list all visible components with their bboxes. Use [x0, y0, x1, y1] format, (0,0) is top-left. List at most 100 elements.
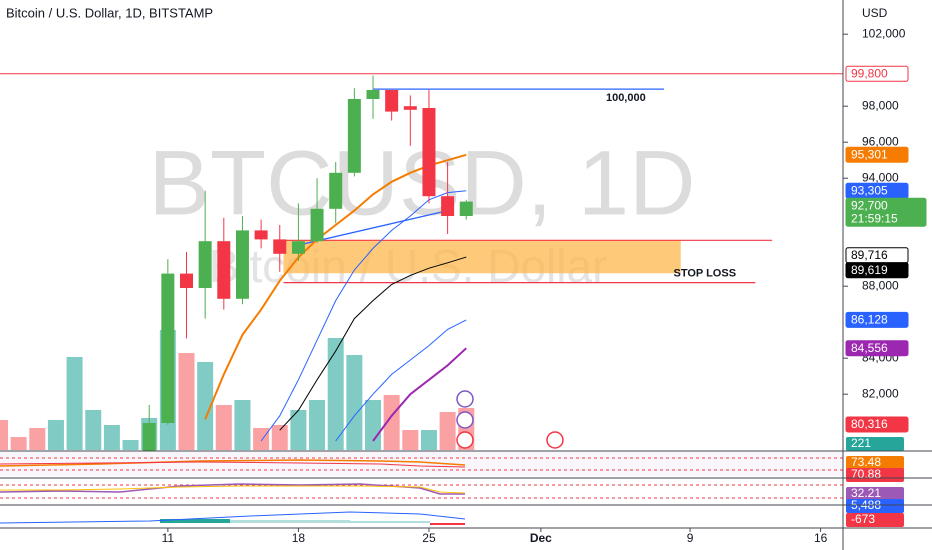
volume-bar: [66, 357, 83, 450]
candle-body: [422, 108, 436, 197]
x-tick-label: 25: [422, 531, 436, 545]
volume-bar: [439, 412, 456, 450]
indicator-badge-label: 221: [851, 436, 871, 450]
volume-bar: [10, 437, 27, 450]
volume-bar: [346, 355, 363, 450]
price-badge: [845, 311, 909, 328]
volume-bar: [309, 400, 326, 450]
candle-body: [198, 241, 212, 288]
volume-bar: [402, 430, 419, 450]
candle-body: [235, 230, 249, 299]
price-badge-label: 89,619: [851, 263, 888, 277]
histogram: [230, 520, 350, 523]
indicator-line: [0, 461, 466, 468]
indicator-badge-label: -673: [851, 512, 875, 526]
icon[interactable]: [456, 431, 474, 449]
price-badge: [845, 340, 909, 357]
volume-bar: [103, 425, 120, 450]
volume-bar: [0, 420, 8, 450]
indicator-badge: [846, 487, 904, 501]
indicator-badge-label: 70.88: [851, 467, 881, 481]
price-badge-label: 84,556: [851, 341, 888, 355]
candle-body: [142, 423, 156, 451]
volume-bar: [122, 440, 139, 450]
y-tick-label: 88,000: [862, 278, 899, 292]
candle-body: [366, 90, 380, 99]
indicator-badge-label: 73.48: [851, 455, 881, 469]
indicator-badge: [846, 513, 904, 527]
target-label: 100,000: [606, 92, 646, 104]
stop-loss-label: STOP LOSS: [673, 268, 736, 280]
candle-body: [273, 239, 287, 254]
icon[interactable]: [456, 411, 474, 429]
candle-body: [161, 273, 175, 423]
candle-body: [347, 99, 361, 173]
price-badge: [845, 197, 927, 227]
currency: USD: [862, 6, 888, 20]
price-badge-label: 89,716: [851, 248, 888, 262]
x-tick-label: 18: [292, 531, 306, 545]
candle-body: [217, 241, 231, 299]
indicator-badge: [846, 437, 904, 451]
indicator-line: [0, 483, 465, 495]
candle-body: [254, 230, 268, 240]
candle-body: [459, 201, 473, 216]
x-tick-label: Dec: [530, 531, 552, 545]
candle-body: [291, 241, 305, 254]
candle-body: [441, 196, 455, 216]
candle-body: [310, 208, 324, 242]
x-tick-label: 16: [814, 531, 828, 545]
price-badge: [845, 262, 909, 279]
volume-bar: [365, 400, 382, 450]
indicator-panes: [0, 450, 932, 529]
indicator-line: [260, 190, 467, 442]
candle-body: [403, 106, 417, 110]
price-badge-label: 80,316: [851, 417, 888, 431]
indicator-badge-label: 32.21: [851, 486, 881, 500]
histogram: [350, 521, 430, 523]
candle-body: [385, 90, 399, 112]
icon[interactable]: [456, 390, 474, 408]
chart-icons[interactable]: [456, 390, 564, 449]
volume-bar: [178, 353, 195, 450]
volume-bar: [215, 405, 232, 450]
price-badge-label: 92,700: [851, 198, 888, 212]
candle-body: [329, 172, 343, 209]
price-badge-label: 86,128: [851, 313, 888, 327]
indicator-line: [372, 347, 467, 442]
indicator-line: [0, 485, 466, 494]
volume-bar: [29, 428, 46, 450]
volume-bar: [197, 362, 214, 450]
candle-body: [180, 273, 194, 288]
price-badge-label: 95,301: [851, 147, 888, 161]
title-bg: [0, 2, 285, 24]
y-tick-label: 102,000: [862, 26, 906, 40]
volume-bar: [420, 430, 437, 450]
histogram: [160, 519, 230, 523]
countdown: 21:59:15: [851, 211, 898, 225]
watermark-symbol: BTCUSD, 1D: [149, 132, 696, 234]
volume-bar: [271, 425, 288, 450]
y-tick-label: 82,000: [862, 386, 899, 400]
rsi-band: [0, 452, 843, 476]
volume-bar: [383, 395, 400, 450]
zone: [283, 240, 681, 274]
volume-bar: [327, 338, 344, 450]
indicator-line: [0, 511, 466, 524]
volume-bar: [290, 410, 307, 450]
price-badge: [845, 416, 909, 433]
x-tick-label: 11: [162, 531, 175, 545]
indicator-line: [335, 319, 467, 442]
icon[interactable]: [546, 431, 564, 449]
histogram: [430, 523, 465, 525]
price-badge-label: 93,305: [851, 183, 888, 197]
chart-title: Bitcoin / U.S. Dollar, 1D, BITSTAMP: [6, 5, 213, 20]
x-tick-label: 9: [687, 531, 694, 545]
indicator-line: [279, 256, 467, 431]
volume-bar: [234, 400, 251, 450]
price-badge: [845, 146, 909, 163]
y-tick-label: 98,000: [862, 98, 899, 112]
indicator-badge: [846, 499, 904, 513]
price-badge: [845, 65, 909, 82]
indicator-badge: [846, 456, 904, 470]
